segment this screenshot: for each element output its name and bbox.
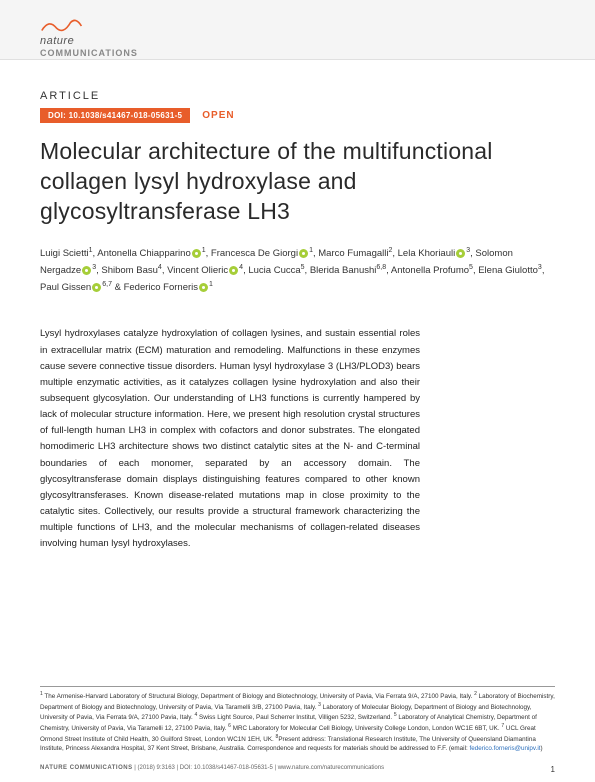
article-content: ARTICLE DOI: 10.1038/s41467-018-05631-5 … [0, 60, 595, 552]
footer-citation: NATURE COMMUNICATIONS | (2018) 9:3163 | … [40, 765, 384, 774]
logo-text: nature COMMUNICATIONS [40, 35, 138, 59]
author-list: Luigi Scietti1, Antonella Chiapparino1, … [40, 245, 555, 297]
page-number: 1 [551, 765, 555, 774]
journal-logo: nature COMMUNICATIONS [40, 17, 138, 59]
affiliations-block: 1 The Armenise-Harvard Laboratory of Str… [40, 686, 555, 754]
doi-badge: DOI: 10.1038/s41467-018-05631-5 [40, 108, 190, 123]
article-type-label: ARTICLE [40, 90, 555, 102]
footer-citation-text: | (2018) 9:3163 | DOI: 10.1038/s41467-01… [134, 765, 384, 771]
brand-line-2: COMMUNICATIONS [40, 48, 138, 58]
open-access-label: OPEN [202, 110, 234, 121]
article-title: Molecular architecture of the multifunct… [40, 137, 555, 227]
journal-header: nature COMMUNICATIONS [0, 0, 595, 60]
footer-journal: NATURE COMMUNICATIONS [40, 765, 133, 771]
abstract-text: Lysyl hydroxylases catalyze hydroxylatio… [40, 326, 420, 552]
page-footer: NATURE COMMUNICATIONS | (2018) 9:3163 | … [40, 765, 555, 774]
brand-line-1: nature [40, 35, 74, 47]
doi-row: DOI: 10.1038/s41467-018-05631-5 OPEN [40, 108, 555, 123]
logo-squiggle-icon [40, 17, 85, 35]
